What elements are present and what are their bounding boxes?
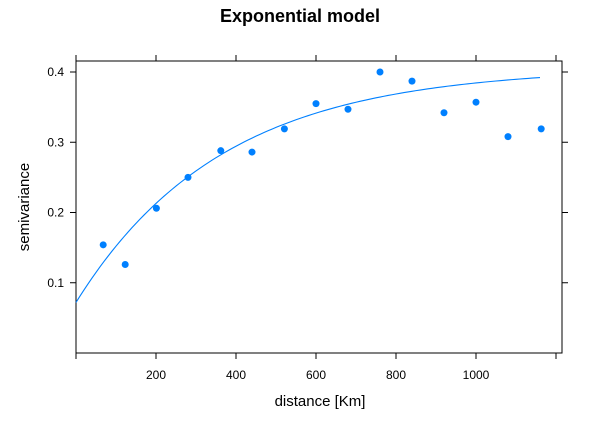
x-tick-label: 600 [306,368,326,382]
data-point [472,98,480,106]
y-axis-label: semivariance [16,163,33,251]
data-points-layer [99,68,545,268]
x-tick-label: 400 [226,368,246,382]
chart-title: Exponential model [220,6,380,26]
x-axis-label: distance [Km] [275,393,366,410]
y-tick-label: 0.4 [47,65,64,79]
x-tick-label: 800 [386,368,406,382]
data-point [121,260,129,268]
data-point [217,147,225,155]
data-point [376,68,384,76]
data-point [344,105,352,113]
axis-ticks: 200 400 600 800 1000 0.1 0.2 0.3 0.4 [47,55,568,382]
y-tick-label: 0.1 [47,276,64,290]
data-point [537,125,545,133]
data-point [184,173,192,181]
exponential-model-curve [75,77,541,303]
plot-frame [75,60,563,354]
data-point [408,77,416,85]
y-tick-label: 0.2 [47,206,64,220]
data-point [248,148,256,156]
x-tick-label: 1000 [463,368,490,382]
model-curve-layer [75,77,541,303]
data-point [152,204,160,212]
data-point [504,133,512,141]
y-tick-label: 0.3 [47,135,64,149]
data-point [99,241,107,249]
data-point [312,100,320,108]
x-tick-label: 200 [146,368,166,382]
data-point [280,125,288,133]
data-point [440,109,448,117]
